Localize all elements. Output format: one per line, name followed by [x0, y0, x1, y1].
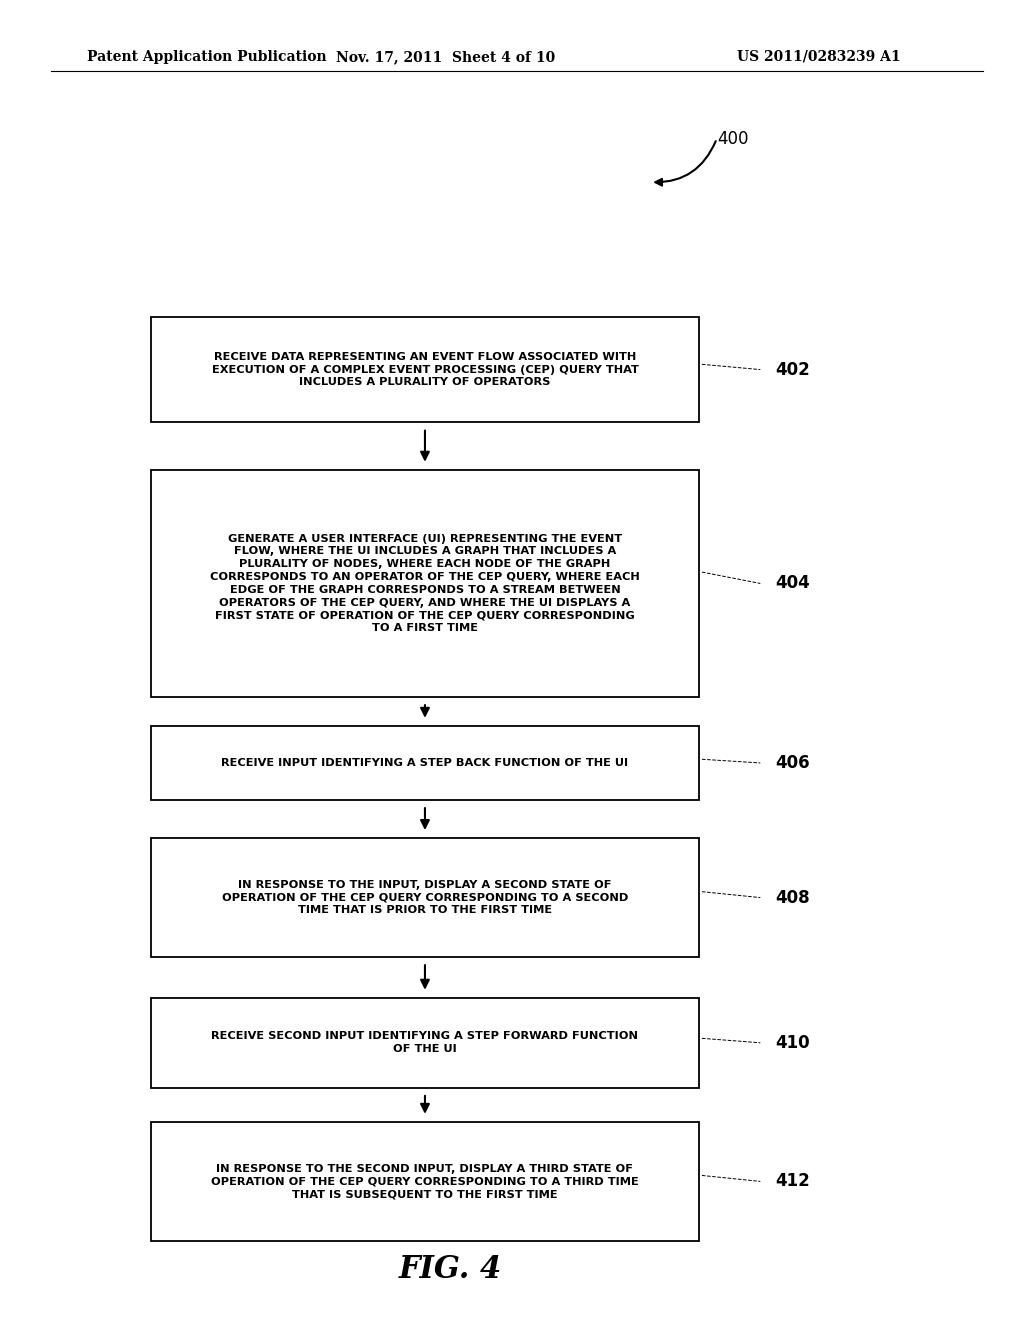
- Text: FIG. 4: FIG. 4: [399, 1254, 502, 1286]
- Text: 410: 410: [776, 1034, 810, 1052]
- Bar: [151, 317, 698, 422]
- Text: US 2011/0283239 A1: US 2011/0283239 A1: [737, 50, 901, 63]
- Text: IN RESPONSE TO THE SECOND INPUT, DISPLAY A THIRD STATE OF
OPERATION OF THE CEP Q: IN RESPONSE TO THE SECOND INPUT, DISPLAY…: [211, 1164, 639, 1199]
- Bar: [151, 726, 698, 800]
- Text: RECEIVE INPUT IDENTIFYING A STEP BACK FUNCTION OF THE UI: RECEIVE INPUT IDENTIFYING A STEP BACK FU…: [221, 758, 629, 768]
- Text: 412: 412: [776, 1172, 810, 1191]
- Text: GENERATE A USER INTERFACE (UI) REPRESENTING THE EVENT
FLOW, WHERE THE UI INCLUDE: GENERATE A USER INTERFACE (UI) REPRESENT…: [210, 533, 640, 634]
- Text: RECEIVE DATA REPRESENTING AN EVENT FLOW ASSOCIATED WITH
EXECUTION OF A COMPLEX E: RECEIVE DATA REPRESENTING AN EVENT FLOW …: [212, 352, 638, 387]
- Bar: [151, 838, 698, 957]
- Text: RECEIVE SECOND INPUT IDENTIFYING A STEP FORWARD FUNCTION
OF THE UI: RECEIVE SECOND INPUT IDENTIFYING A STEP …: [212, 1031, 638, 1055]
- Text: 402: 402: [776, 360, 810, 379]
- Bar: [151, 470, 698, 697]
- Text: Nov. 17, 2011  Sheet 4 of 10: Nov. 17, 2011 Sheet 4 of 10: [336, 50, 555, 63]
- Text: IN RESPONSE TO THE INPUT, DISPLAY A SECOND STATE OF
OPERATION OF THE CEP QUERY C: IN RESPONSE TO THE INPUT, DISPLAY A SECO…: [222, 880, 628, 915]
- Text: 408: 408: [776, 888, 810, 907]
- Text: Patent Application Publication: Patent Application Publication: [87, 50, 327, 63]
- Text: 404: 404: [776, 574, 810, 593]
- Text: 406: 406: [776, 754, 810, 772]
- Bar: [151, 1122, 698, 1241]
- Text: 400: 400: [717, 129, 749, 148]
- Bar: [151, 998, 698, 1088]
